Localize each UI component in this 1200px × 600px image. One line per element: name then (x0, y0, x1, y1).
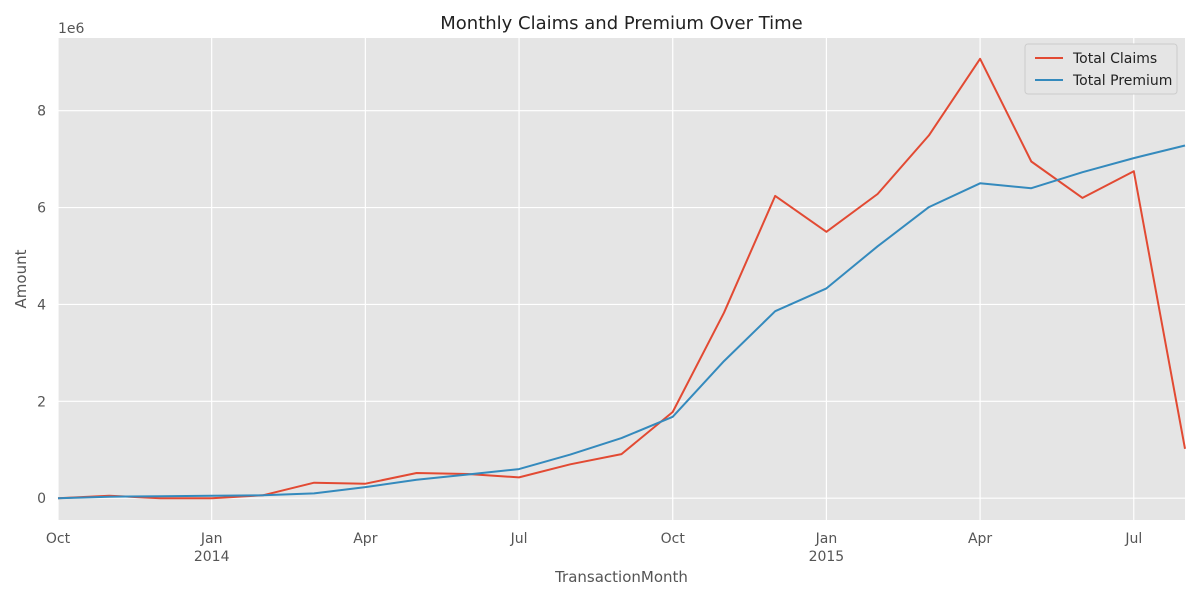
y-axis-offset-label: 1e6 (58, 21, 85, 37)
x-tick-label: Oct (661, 531, 686, 547)
series-lines (57, 57, 1186, 500)
x-tick-label: Apr (968, 531, 992, 547)
x-tick-label: Jul (510, 531, 528, 547)
tick-labels: 0 2 4 6 8 Oct Jan 2014 Apr Jul Oct Jan 2015 Apr Jul (37, 104, 1142, 565)
legend-box (1024, 43, 1178, 95)
x-tick-label: Oct (46, 531, 71, 547)
legend-label: Total Claims (1072, 51, 1157, 67)
chart-title: Monthly Claims and Premium Over Time (440, 13, 803, 34)
y-tick-label: 8 (37, 104, 46, 120)
plot-area-background (58, 38, 1185, 520)
x-tick-label: Jul (1124, 531, 1142, 547)
x-tick-year-label: 2014 (194, 549, 230, 565)
y-axis-label: Amount (12, 249, 30, 308)
y-tick-label: 0 (37, 491, 46, 507)
x-tick-year-label: 2015 (809, 549, 845, 565)
y-tick-label: 2 (37, 394, 46, 410)
y-tick-label: 4 (37, 297, 46, 313)
series-line-total-premium (57, 144, 1186, 500)
y-tick-label: 6 (37, 201, 46, 217)
x-tick-label: Apr (353, 531, 377, 547)
legend-label: Total Premium (1072, 73, 1172, 89)
x-tick-label: Jan (815, 531, 838, 547)
x-axis-label: TransactionMonth (554, 568, 688, 586)
legend: Total Claims Total Premium (1024, 43, 1178, 95)
grid-lines (57, 38, 1185, 520)
x-tick-label: Jan (200, 531, 223, 547)
